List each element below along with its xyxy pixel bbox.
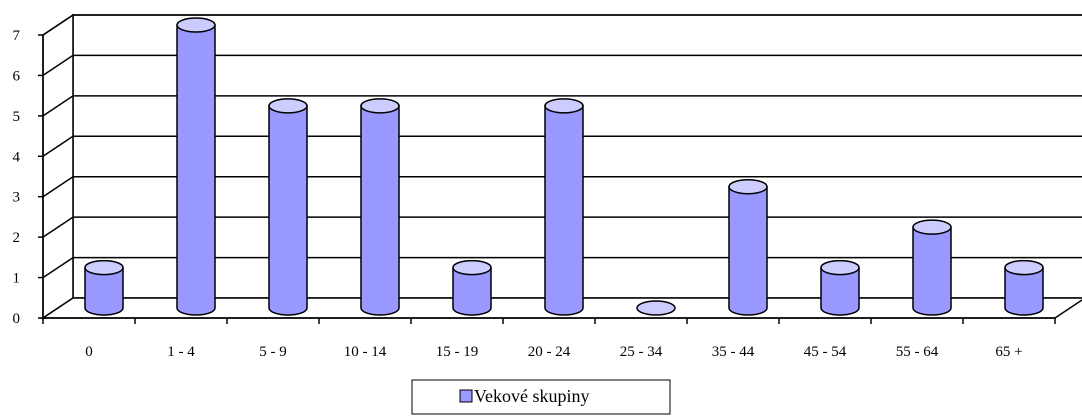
bar-top <box>360 98 400 114</box>
bar <box>1004 259 1044 316</box>
bar <box>268 98 308 316</box>
y-tick-label: 0 <box>13 311 21 327</box>
x-tick-label: 5 - 9 <box>259 344 287 360</box>
y-tick-label: 6 <box>13 68 21 84</box>
legend: Vekové skupiny <box>411 379 671 415</box>
x-tick-label: 35 - 44 <box>712 344 755 360</box>
bar <box>176 17 216 316</box>
y-tick-label: 1 <box>13 271 21 287</box>
bar <box>452 259 492 316</box>
bar-top <box>176 17 216 33</box>
x-tick-label: 25 - 34 <box>620 344 663 360</box>
bar-body <box>360 105 400 316</box>
y-tick-label: 5 <box>13 109 21 125</box>
x-tick-labels: 0 1 - 4 5 - 9 10 - 14 15 - 19 20 - 24 25 - 34 3… <box>42 318 1056 360</box>
x-tick-label: 0 <box>85 344 93 360</box>
x-tick-label: 10 - 14 <box>344 344 387 360</box>
gridline <box>42 95 1082 117</box>
bar-top <box>636 300 676 316</box>
bar-body <box>84 266 124 316</box>
y-tick-label: 3 <box>13 190 21 206</box>
bar-body <box>728 185 768 316</box>
x-tick-label: 65 + <box>995 344 1022 360</box>
bar-body <box>1004 266 1044 316</box>
y-tick-label: 4 <box>13 149 21 165</box>
bars-layer <box>84 17 1044 316</box>
bar-top <box>268 98 308 114</box>
gridline <box>42 54 1082 77</box>
bar-body <box>544 105 584 316</box>
bar-body <box>176 24 216 316</box>
legend-label: Vekové skupiny <box>474 386 590 406</box>
x-tick-label: 1 - 4 <box>167 344 195 360</box>
y-tick-label: 2 <box>13 230 21 246</box>
bar-body <box>912 226 952 316</box>
side-wall <box>42 13 74 320</box>
bar <box>728 178 768 316</box>
x-tick-label: 15 - 19 <box>436 344 479 360</box>
gridline <box>42 14 1082 36</box>
gridline <box>42 175 1082 198</box>
bar-body <box>268 105 308 316</box>
bar-top <box>820 259 860 276</box>
bar-top <box>728 178 768 195</box>
bar <box>820 259 860 316</box>
bar-top <box>84 259 124 276</box>
gridline <box>42 135 1082 157</box>
bar-top <box>544 98 584 114</box>
x-tick-label: 55 - 64 <box>896 344 939 360</box>
y-tick-labels: 0 1 2 3 4 5 6 7 <box>13 28 43 327</box>
x-tick-label: 45 - 54 <box>804 344 847 360</box>
bar-top <box>912 219 952 235</box>
bar-body <box>820 266 860 316</box>
bar <box>912 219 952 316</box>
x-tick-label: 20 - 24 <box>528 344 571 360</box>
bar-top <box>1004 259 1044 276</box>
y-tick-label: 7 <box>13 28 21 44</box>
bar <box>84 259 124 316</box>
bar <box>360 98 400 316</box>
bar <box>636 300 676 316</box>
bar <box>544 98 584 316</box>
legend-swatch <box>459 389 473 403</box>
bar-body <box>452 266 492 316</box>
bar-top <box>452 259 492 276</box>
legend-box <box>411 379 671 415</box>
